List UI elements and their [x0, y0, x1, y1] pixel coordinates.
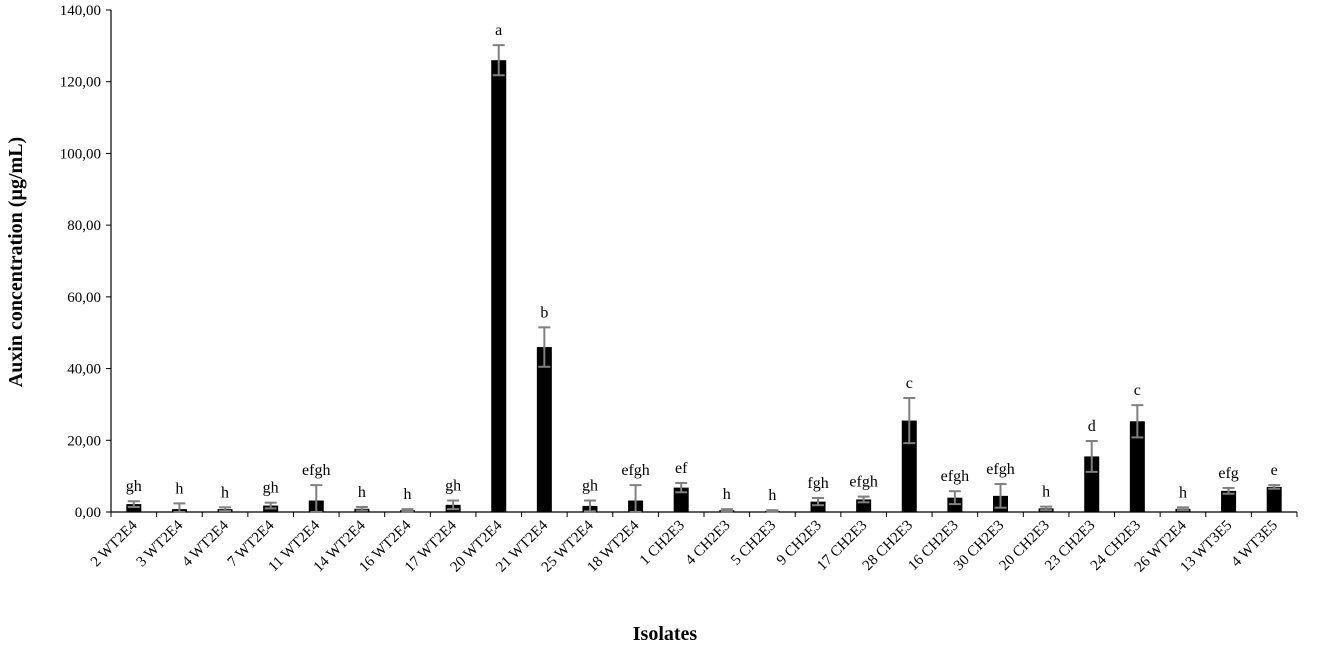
significance-label: h — [175, 480, 183, 497]
significance-label: c — [1134, 382, 1141, 399]
significance-label: fgh — [807, 475, 828, 492]
x-tick-label: 4 WT3E5 — [1228, 518, 1281, 571]
significance-label: gh — [126, 478, 142, 495]
y-tick-label: 100,00 — [60, 146, 101, 162]
bar — [810, 501, 826, 512]
significance-label: e — [1271, 462, 1278, 479]
significance-label: h — [221, 484, 229, 501]
significance-label: gh — [445, 478, 461, 495]
y-tick-label: 140,00 — [60, 3, 101, 19]
bar — [673, 487, 689, 512]
significance-label: efgh — [302, 462, 330, 479]
significance-label: efgh — [941, 468, 969, 485]
significance-label: c — [906, 375, 913, 392]
significance-label: h — [358, 484, 366, 501]
significance-label: h — [723, 486, 731, 503]
y-tick-label: 0,00 — [75, 505, 101, 521]
bar — [126, 504, 142, 512]
significance-label: gh — [263, 480, 279, 497]
significance-label: gh — [582, 478, 598, 495]
significance-label: efgh — [849, 474, 877, 491]
bar — [536, 347, 552, 512]
significance-label: b — [540, 304, 548, 321]
significance-label: h — [1042, 484, 1050, 501]
bar — [1266, 486, 1282, 512]
significance-label: ef — [675, 460, 688, 477]
significance-label: h — [768, 487, 776, 504]
bar — [1221, 490, 1237, 512]
y-tick-label: 120,00 — [60, 75, 101, 91]
bar — [1129, 421, 1145, 512]
significance-label: efgh — [621, 462, 649, 479]
bar — [491, 60, 507, 512]
x-tick-label: 4 WT2E4 — [179, 517, 232, 570]
significance-label: h — [1179, 484, 1187, 501]
significance-label: h — [404, 486, 412, 503]
x-tick-label: 2 WT2E4 — [88, 517, 141, 570]
bar — [1084, 456, 1100, 512]
y-tick-label: 80,00 — [67, 218, 101, 234]
y-axis-title: Auxin concentration (µg/mL) — [5, 137, 27, 387]
x-tick-label: 4 CH2E3 — [683, 518, 734, 569]
y-tick-label: 60,00 — [67, 290, 101, 306]
significance-label: d — [1088, 418, 1096, 435]
x-tick-label: 5 CH2E3 — [728, 518, 779, 569]
x-axis-title: Isolates — [633, 623, 698, 645]
significance-label: a — [495, 22, 502, 39]
significance-label: efgh — [986, 461, 1014, 478]
x-tick-label: 3 WT2E4 — [134, 517, 187, 570]
y-tick-label: 20,00 — [67, 433, 101, 449]
significance-label: efg — [1218, 465, 1238, 482]
y-tick-label: 40,00 — [67, 362, 101, 378]
x-tick-label: 1 CH2E3 — [637, 518, 688, 569]
